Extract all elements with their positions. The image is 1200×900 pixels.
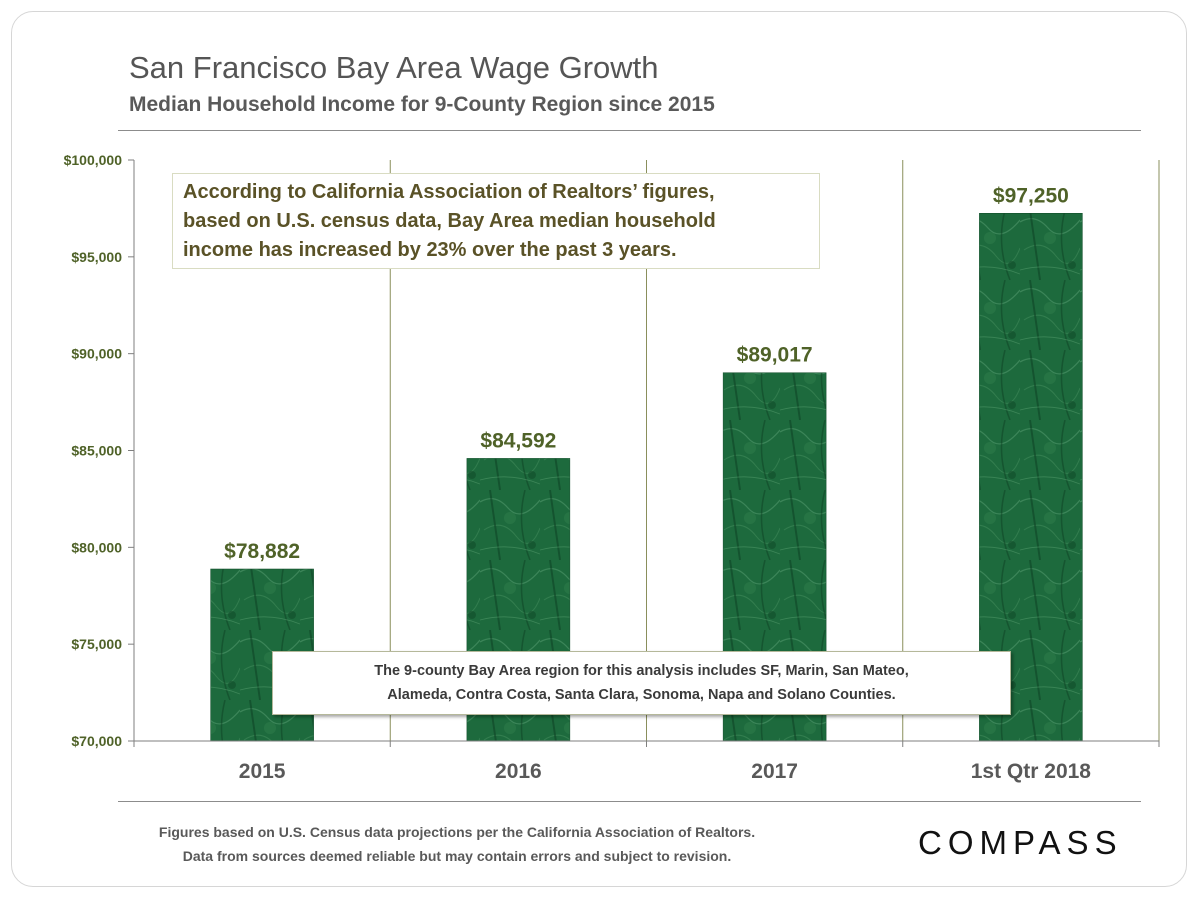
x-category-label: 2015	[239, 760, 286, 783]
y-tick-label: $100,000	[64, 152, 123, 168]
y-tick-label: $95,000	[71, 249, 122, 265]
bar-value-label: $78,882	[224, 540, 300, 563]
bar-value-label: $89,017	[737, 344, 813, 367]
bar-value-label: $97,250	[993, 184, 1069, 207]
x-category-label: 2016	[495, 760, 542, 783]
chart-title: San Francisco Bay Area Wage Growth	[129, 50, 659, 85]
region-note: The 9-county Bay Area region for this an…	[272, 651, 1011, 715]
source-footnote: Figures based on U.S. Census data projec…	[60, 820, 854, 868]
chart-subtitle: Median Household Income for 9-County Reg…	[129, 93, 715, 116]
callout-line-3: income has increased by 23% over the pas…	[183, 239, 677, 261]
bar-value-label: $84,592	[480, 429, 556, 452]
footnote-line-2: Data from sources deemed reliable but ma…	[182, 848, 732, 864]
note-line-1: The 9-county Bay Area region for this an…	[374, 663, 909, 679]
note-line-2: Alameda, Contra Costa, Santa Clara, Sono…	[387, 687, 896, 703]
y-tick-label: $75,000	[71, 636, 122, 652]
header-divider	[118, 130, 1141, 131]
y-tick-label: $90,000	[71, 346, 122, 362]
x-category-label: 1st Qtr 2018	[971, 760, 1092, 783]
x-category-label: 2017	[751, 760, 798, 783]
callout-line-1: According to California Association of R…	[183, 181, 715, 203]
y-tick-label: $85,000	[71, 443, 122, 459]
insight-callout: According to California Association of R…	[172, 173, 820, 269]
y-tick-label: $80,000	[71, 539, 122, 555]
footnote-line-1: Figures based on U.S. Census data projec…	[158, 824, 756, 840]
compass-logo: COMPASS	[918, 824, 1123, 861]
footer-divider	[118, 801, 1141, 802]
callout-line-2: based on U.S. census data, Bay Area medi…	[183, 210, 716, 232]
y-tick-label: $70,000	[71, 733, 122, 749]
